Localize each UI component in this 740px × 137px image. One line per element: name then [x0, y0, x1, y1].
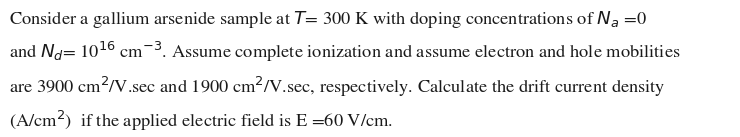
Text: and $N_d$= 10$^{16}$ cm$^{-3}$. Assume complete ionization and assume electron a: and $N_d$= 10$^{16}$ cm$^{-3}$. Assume c…: [9, 40, 681, 64]
Text: are 3900 cm$^{2}$/V.sec and 1900 cm$^{2}$/V.sec, respectively. Calculate the dri: are 3900 cm$^{2}$/V.sec and 1900 cm$^{2}…: [9, 75, 665, 99]
Text: (A/cm$^{2}$)  if the applied electric field is E =60 V/cm.: (A/cm$^{2}$) if the applied electric fie…: [9, 109, 393, 133]
Text: Consider a gallium arsenide sample at $T$= 300 K with doping concentrations of $: Consider a gallium arsenide sample at $T…: [9, 9, 647, 30]
